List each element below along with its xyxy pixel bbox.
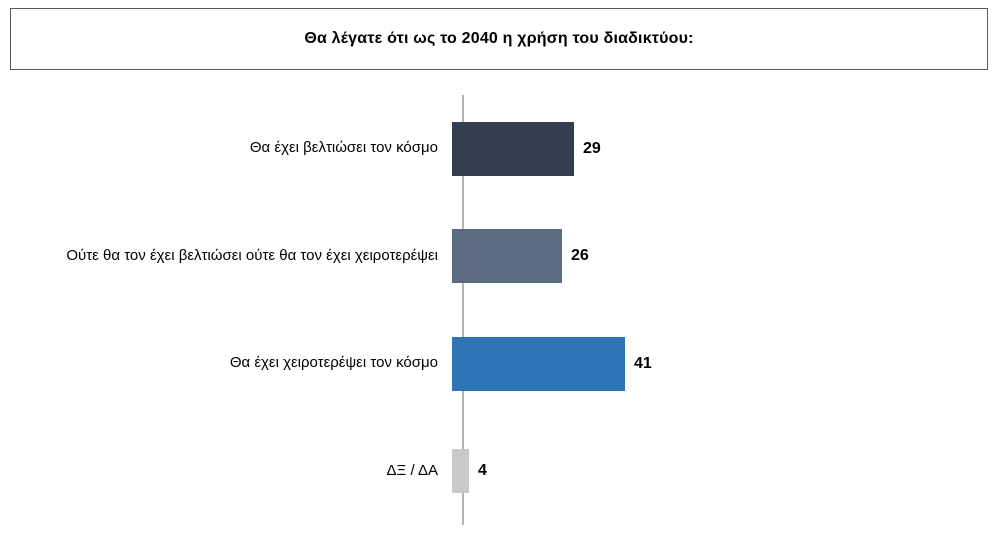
plot-area: 26 <box>450 229 998 284</box>
category-label: Ούτε θα τον έχει βελτιώσει ούτε θα τον έ… <box>66 246 438 264</box>
value-label: 29 <box>583 139 601 157</box>
bar-chart: Θα έχει βελτιώσει τον κόσμο 29 Ούτε θα τ… <box>0 95 998 525</box>
y-axis-line <box>462 95 464 525</box>
bar <box>452 449 469 494</box>
value-label: 4 <box>478 462 487 480</box>
value-label: 26 <box>571 247 589 265</box>
category-label: Θα έχει βελτιώσει τον κόσμο <box>249 139 438 157</box>
bar-row: Ούτε θα τον έχει βελτιώσει ούτε θα τον έ… <box>0 203 998 311</box>
chart-title-box: Θα λέγατε ότι ως το 2040 η χρήση του δια… <box>10 8 988 70</box>
bar <box>452 229 562 284</box>
chart-title: Θα λέγατε ότι ως το 2040 η χρήση του δια… <box>304 30 694 47</box>
bar-row: Θα έχει βελτιώσει τον κόσμο 29 <box>0 95 998 203</box>
bar <box>452 336 625 391</box>
bar-row: ΔΞ / ΔΑ 4 <box>0 418 998 526</box>
category-label: Θα έχει χειροτερέψει τον κόσμο <box>229 354 438 372</box>
bar-row: Θα έχει χειροτερέψει τον κόσμο 41 <box>0 310 998 418</box>
value-label: 41 <box>634 354 652 372</box>
plot-area: 29 <box>450 121 998 176</box>
chart-rows: Θα έχει βελτιώσει τον κόσμο 29 Ούτε θα τ… <box>0 95 998 525</box>
plot-area: 4 <box>450 449 998 494</box>
plot-area: 41 <box>450 336 998 391</box>
bar <box>452 121 574 176</box>
category-label: ΔΞ / ΔΑ <box>386 461 438 479</box>
